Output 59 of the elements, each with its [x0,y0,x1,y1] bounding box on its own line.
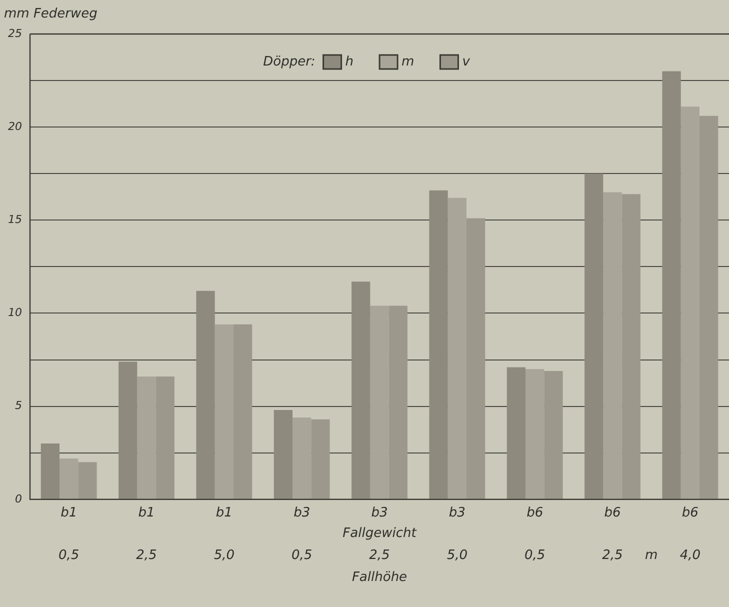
text: 0,5 [58,548,80,563]
bar [156,376,174,499]
text: 0,5 [524,548,546,563]
bar [584,174,604,499]
x-tick-label: b3 [371,506,388,521]
x-axis-title: Fallgewicht [342,526,418,541]
y-tick-label: 10 [8,306,22,320]
x-tick-label: b6 [604,506,621,521]
legend-title: Döpper: [263,54,316,70]
y-axis-title: mm Federweg [4,6,98,22]
text: 2,5 [369,548,390,563]
bar [429,190,448,499]
legend-label: h [345,54,354,70]
bar [118,362,138,499]
bar [506,367,526,499]
x-tick-label: b3 [448,506,466,521]
x-tick-label: b1 [216,506,232,521]
legend-label: v [462,54,470,70]
bar [292,417,312,499]
bar [466,218,486,499]
y-tick-label: 0 [15,492,22,506]
x-tick-label: b3 [294,506,310,521]
text: 0,5 [291,548,312,563]
text: 5,0 [214,548,235,563]
y-tick-label: 15 [8,213,22,226]
bar [60,458,78,499]
bar [370,306,389,499]
x-tick-label: b1 [138,506,155,521]
y-tick-label: 5 [15,399,22,412]
bar [662,71,681,499]
bar [233,324,252,499]
bar [699,116,718,499]
bar [603,192,622,499]
bar [78,462,97,499]
bar [680,106,700,499]
legend-label: m [402,54,414,70]
text: 4,0 [680,548,701,563]
bar [137,376,156,499]
bar [214,324,234,499]
text: 2,5 [602,548,623,563]
x-tick-label: b6 [526,506,544,521]
bar [40,444,60,499]
x-tick-label: b1 [60,506,78,521]
text: 2,5 [136,548,157,563]
bar [448,198,466,499]
bar [311,419,330,499]
text: m [644,548,658,563]
y-tick-label: 20 [8,120,22,133]
text: 5,0 [446,548,468,563]
bar [388,306,408,499]
bar [196,290,215,499]
y-tick-label: 25 [8,26,22,40]
bar [544,370,563,499]
bar [274,410,293,499]
x-tick-label: b6 [682,506,698,521]
bar [622,194,640,499]
text: Fallhöhe [352,570,408,585]
bar [352,282,370,499]
bar [526,369,544,499]
